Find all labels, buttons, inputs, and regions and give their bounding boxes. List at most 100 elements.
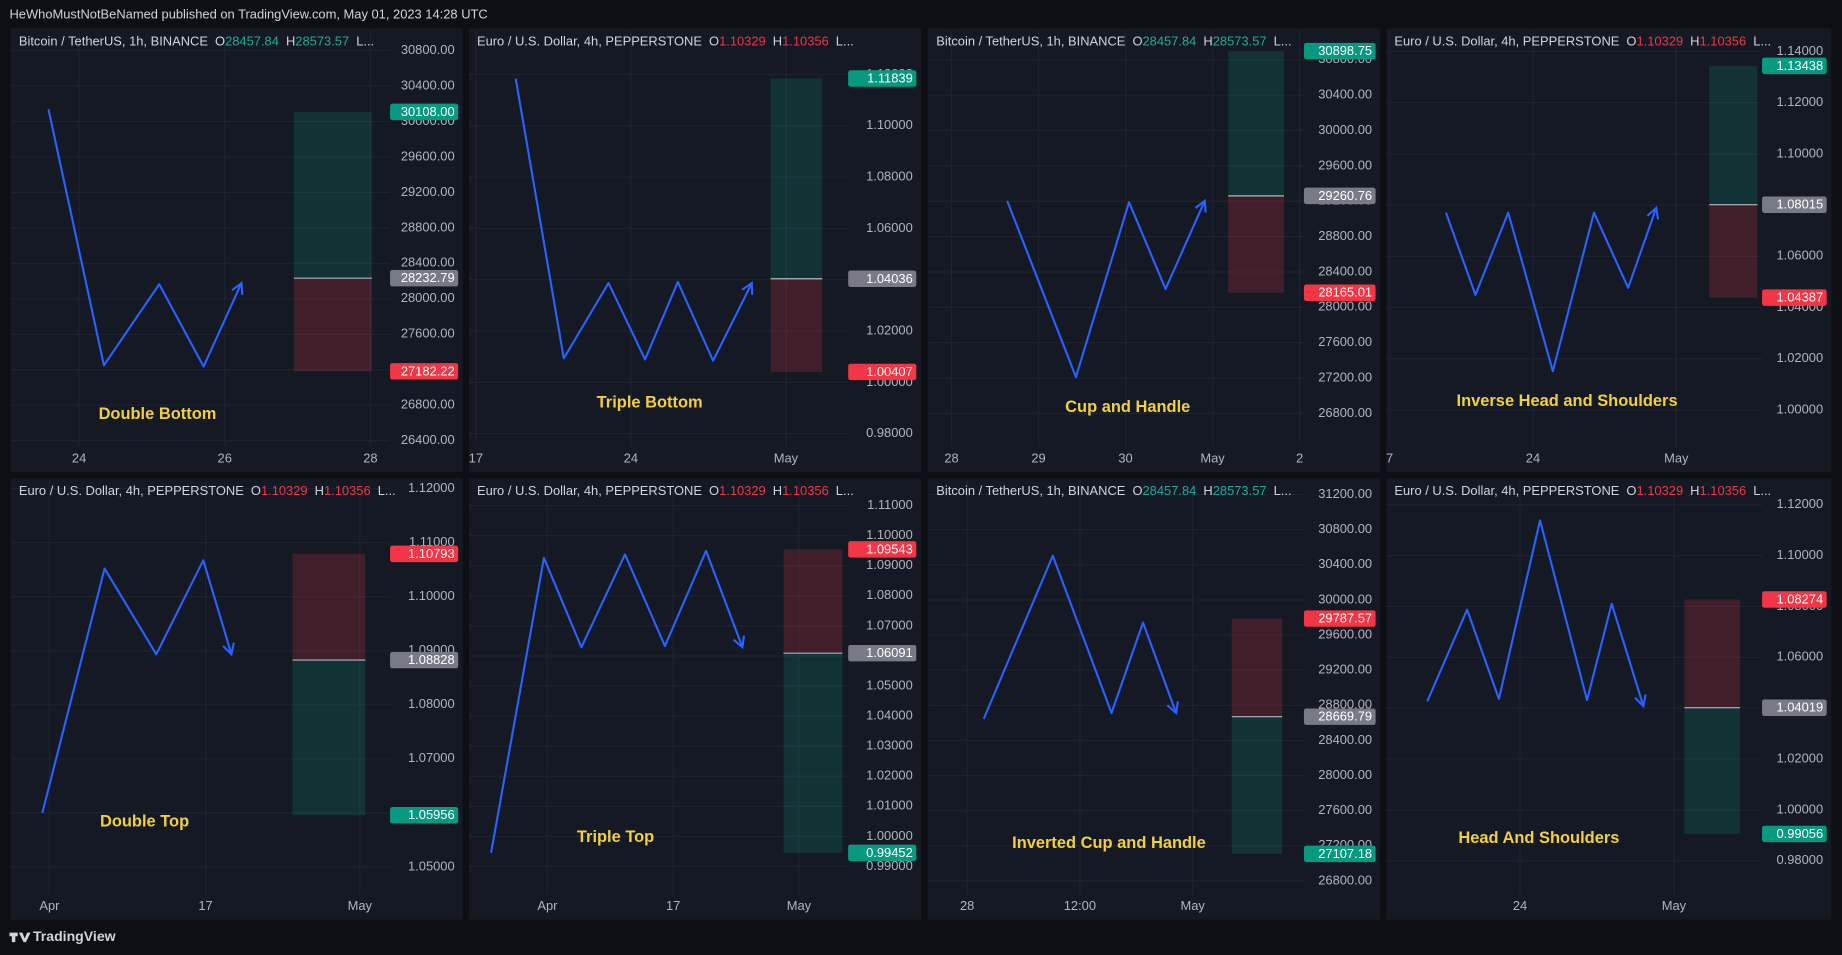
header-high-label: H bbox=[1690, 34, 1699, 49]
price-badge bbox=[1762, 289, 1827, 306]
footer-brand: TradingView bbox=[33, 928, 116, 944]
y-tick-label: 0.98000 bbox=[1776, 852, 1823, 867]
position-zone bbox=[1231, 618, 1283, 717]
panel-background bbox=[10, 28, 463, 473]
y-tick-label: 27600.00 bbox=[1318, 334, 1372, 349]
arrow-head bbox=[741, 281, 754, 295]
header-open: 1.10329 bbox=[261, 484, 308, 499]
price-badge bbox=[1303, 42, 1376, 60]
chart-panel: 26800.0027200.0027600.0028000.0028400.00… bbox=[928, 28, 1381, 473]
header-open-label: O bbox=[709, 34, 719, 49]
symbol-header: Euro / U.S. Dollar, 4h, PEPPERSTONE O1.10… bbox=[1394, 34, 1771, 49]
price-badge bbox=[1303, 610, 1376, 627]
header-open-label: O bbox=[1626, 34, 1636, 49]
symbol-header: Bitcoin / TetherUS, 1h, BINANCE O28457.84… bbox=[936, 484, 1291, 499]
header-more: L... bbox=[356, 34, 374, 49]
pattern-line bbox=[1006, 200, 1206, 379]
y-tick-label: 29600.00 bbox=[1318, 157, 1372, 172]
header-more: L... bbox=[1753, 484, 1771, 499]
x-tick-label: May bbox=[787, 898, 812, 913]
y-tick-label: 1.10000 bbox=[866, 527, 913, 542]
y-tick-label: 1.06000 bbox=[866, 220, 913, 235]
price-badge-label: 1.10793 bbox=[408, 546, 455, 561]
price-badge-label: 1.00407 bbox=[866, 364, 913, 379]
position-zone bbox=[1684, 599, 1740, 708]
y-tick-label: 1.01000 bbox=[866, 798, 913, 813]
header-symbol: Bitcoin / TetherUS, 1h, BINANCE bbox=[19, 34, 209, 49]
pattern-title: Cup and Handle bbox=[1065, 398, 1190, 416]
y-tick-label: 1.04000 bbox=[866, 707, 913, 722]
header-high: 1.10356 bbox=[782, 484, 829, 499]
header-high: 1.10356 bbox=[782, 34, 829, 49]
y-tick-label: 1.10000 bbox=[408, 588, 455, 603]
price-badge bbox=[1762, 591, 1827, 608]
price-badge-label: 1.08274 bbox=[1776, 591, 1823, 606]
price-badge-label: 1.08015 bbox=[1776, 197, 1823, 212]
x-tick-label: 2 bbox=[1296, 451, 1303, 466]
y-tick-label: 1.06000 bbox=[1776, 649, 1823, 664]
position-zone bbox=[1228, 51, 1284, 196]
panel-background bbox=[468, 478, 921, 920]
y-tick-label: 26400.00 bbox=[401, 432, 455, 447]
header-symbol: Bitcoin / TetherUS, 1h, BINANCE bbox=[936, 484, 1126, 499]
panel-background bbox=[468, 28, 921, 473]
x-tick-label: Apr bbox=[537, 898, 558, 913]
arrow-head bbox=[1194, 198, 1207, 213]
y-tick-label: 29600.00 bbox=[1318, 626, 1372, 641]
y-tick-label: 1.08000 bbox=[866, 168, 913, 183]
header-open: 1.10329 bbox=[719, 34, 766, 49]
y-tick-label: 29200.00 bbox=[1318, 662, 1372, 677]
symbol-header: Euro / U.S. Dollar, 4h, PEPPERSTONE O1.10… bbox=[477, 34, 854, 49]
header-more: L... bbox=[1753, 34, 1771, 49]
y-tick-label: 28800.00 bbox=[1318, 697, 1372, 712]
chart-panel: 0.980001.000001.020001.040001.060001.080… bbox=[468, 28, 921, 473]
position-zone bbox=[293, 111, 372, 279]
y-tick-label: 28000.00 bbox=[401, 290, 455, 305]
price-badge-label: 1.13438 bbox=[1776, 58, 1823, 73]
y-tick-label: 26800.00 bbox=[1318, 872, 1372, 887]
header-more: L... bbox=[836, 34, 854, 49]
arrow-head bbox=[1166, 701, 1179, 716]
y-tick-label: 1.08000 bbox=[866, 587, 913, 602]
price-badge-label: 29787.57 bbox=[1318, 611, 1372, 626]
x-tick-label: 12:00 bbox=[1064, 898, 1096, 913]
pattern-title: Double Bottom bbox=[99, 405, 217, 423]
header-high-label: H bbox=[773, 484, 782, 499]
y-tick-label: 1.09000 bbox=[866, 557, 913, 572]
x-tick-label: 7 bbox=[1386, 451, 1393, 466]
pattern-line bbox=[982, 554, 1178, 720]
header-open: 28457.84 bbox=[1143, 34, 1197, 49]
x-tick-label: 17 bbox=[469, 451, 483, 466]
header-symbol: Euro / U.S. Dollar, 4h, PEPPERSTONE bbox=[477, 484, 702, 499]
pattern-title: Inverse Head and Shoulders bbox=[1457, 392, 1678, 410]
published-note: HeWhoMustNotBeNamed published on Trading… bbox=[9, 7, 487, 22]
price-badge bbox=[848, 541, 917, 558]
panel-background bbox=[10, 478, 463, 920]
price-badge-label: 1.04036 bbox=[866, 271, 913, 286]
symbol-header: Euro / U.S. Dollar, 4h, PEPPERSTONE O1.10… bbox=[477, 484, 854, 499]
panel-background bbox=[928, 28, 1381, 473]
price-badge-label: 1.04387 bbox=[1776, 290, 1823, 305]
position-zone bbox=[783, 653, 843, 853]
y-tick-label: 31200.00 bbox=[1318, 486, 1372, 501]
price-badge bbox=[1762, 57, 1827, 75]
header-high-label: H bbox=[773, 34, 782, 49]
y-tick-label: 1.11000 bbox=[409, 534, 455, 549]
price-badge-label: 1.11839 bbox=[867, 70, 913, 85]
y-tick-label: 1.12000 bbox=[1776, 94, 1823, 109]
symbol-header: Euro / U.S. Dollar, 4h, PEPPERSTONE O1.10… bbox=[19, 484, 396, 499]
x-tick-label: 28 bbox=[363, 451, 377, 466]
header-high: 1.10356 bbox=[324, 484, 371, 499]
position-zone bbox=[770, 78, 823, 279]
price-badge-label: 1.04019 bbox=[1776, 700, 1823, 715]
y-tick-label: 1.07000 bbox=[866, 617, 913, 632]
position-zone bbox=[293, 278, 372, 372]
x-tick-label: 26 bbox=[218, 451, 232, 466]
arrow-head bbox=[1634, 694, 1647, 709]
y-tick-label: 1.07000 bbox=[408, 750, 455, 765]
footer-logo bbox=[9, 932, 31, 943]
price-badge bbox=[848, 70, 917, 87]
chart-panel: 26800.0027200.0027600.0028000.0028400.00… bbox=[928, 478, 1381, 920]
y-tick-label: 30400.00 bbox=[1318, 87, 1372, 102]
